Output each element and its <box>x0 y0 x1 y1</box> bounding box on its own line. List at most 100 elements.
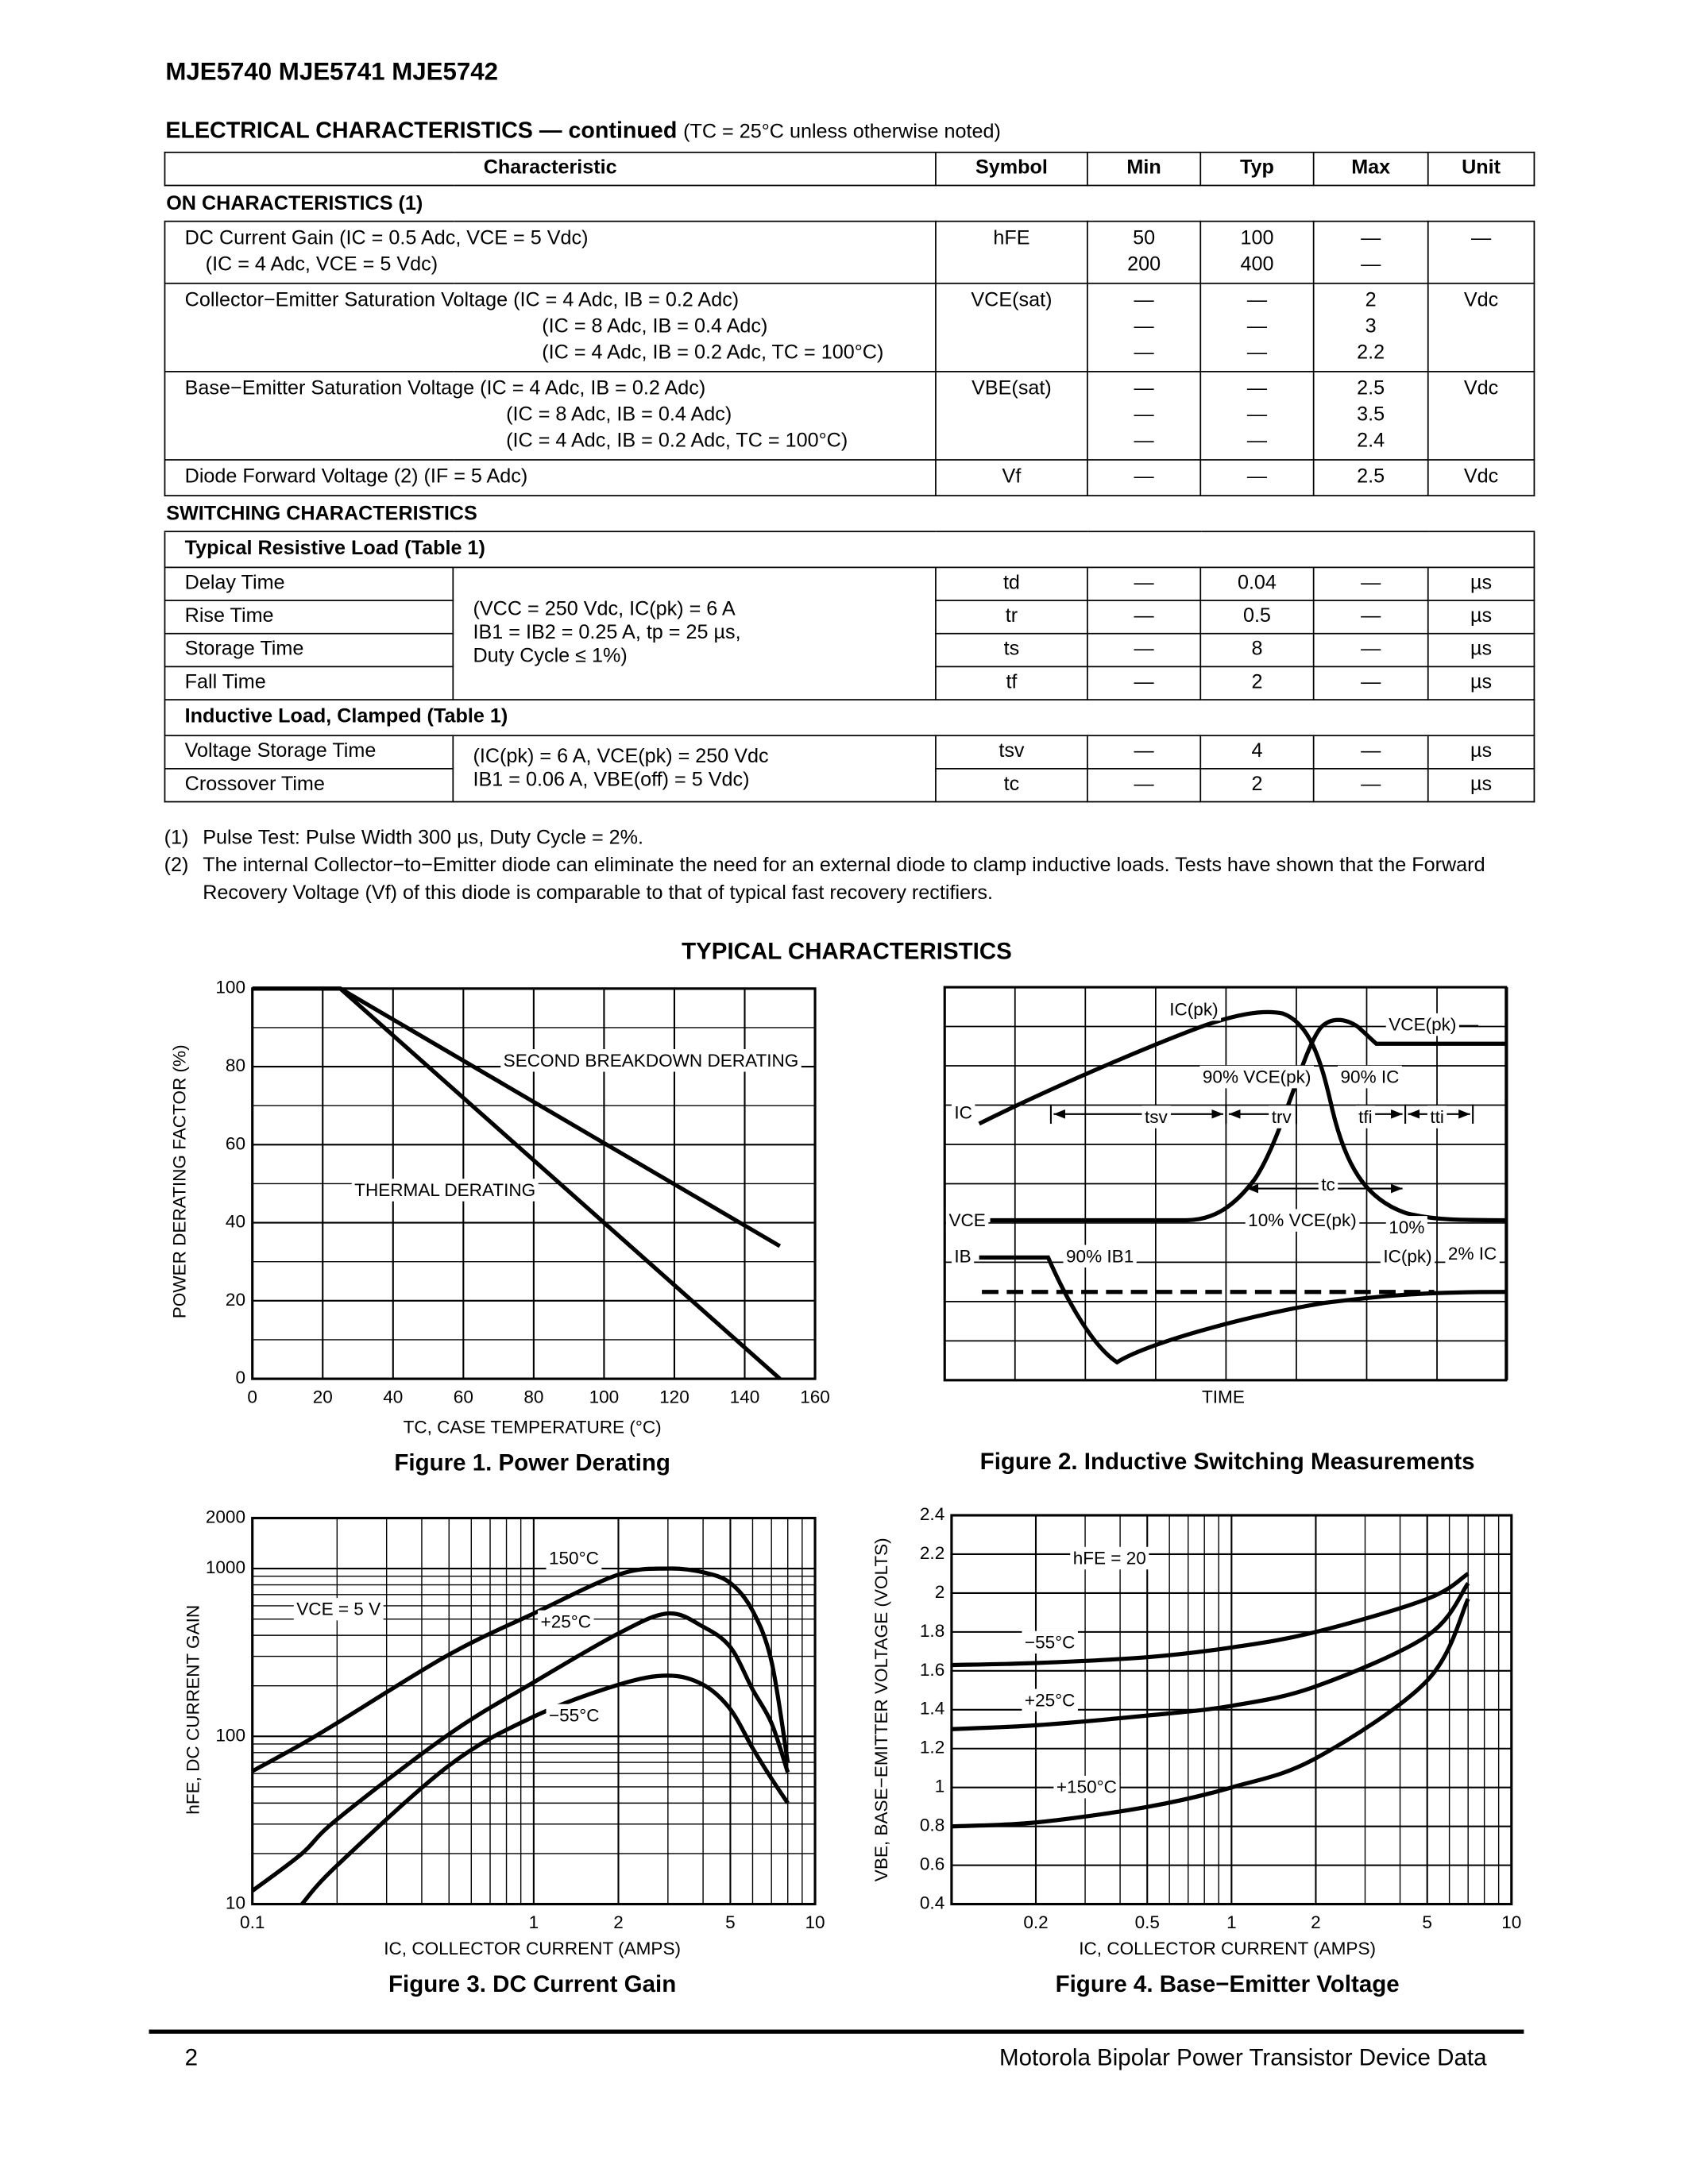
characteristic: Diode Forward Voltage (2) (IF = 5 Adc) <box>164 459 937 496</box>
symbol: VCE(sat) <box>935 282 1088 372</box>
label-background <box>293 1597 384 1621</box>
x-tick-label: 10 <box>805 1912 825 1932</box>
max: 2.5 3.5 2.4 <box>1312 371 1429 461</box>
typ-text: 8 <box>1251 638 1263 661</box>
y-tick-label: 1.6 <box>920 1660 944 1680</box>
diagram-label: 10% VCE(pk) <box>1248 1210 1357 1230</box>
table-row: DC Current Gain (IC = 0.5 Adc, VCE = 5 V… <box>164 220 1535 284</box>
label-background <box>951 1101 975 1125</box>
min: 50 200 <box>1087 220 1202 284</box>
typ-text: 4 <box>1251 740 1263 763</box>
characteristic-text: Delay Time <box>184 572 285 595</box>
switching-diagram: IC(pk) VCE(pk) 90% VCE(pk) 90% IC IC tsv trv tf… <box>943 986 1508 1475</box>
diagram-label: IB <box>954 1246 971 1266</box>
y-tick-label: 0.4 <box>920 1893 944 1913</box>
footer-rule <box>149 2029 1524 2034</box>
plot-frame <box>251 1516 817 1906</box>
symbol-text: VBE(sat) <box>971 377 1052 400</box>
x-axis-label: IC, COLLECTOR CURRENT (AMPS) <box>384 1939 681 1958</box>
min-line: — <box>1134 377 1154 400</box>
chart: 0 20 40 60 80 100 120 140 160 0 20 40 60 80 100 SECOND … <box>169 978 829 1476</box>
characteristic: Storage Time <box>164 632 454 668</box>
max-line: 2.5 <box>1357 465 1385 488</box>
series-line <box>951 1572 1470 1668</box>
symbol: tsv <box>935 735 1088 770</box>
max-text: — <box>1361 638 1381 661</box>
series-label: +25°C <box>1025 1690 1076 1710</box>
y-tick-label: 2.2 <box>920 1543 944 1563</box>
label-background <box>1199 1065 1314 1089</box>
series-label: SECOND BREAKDOWN DERATING <box>504 1051 799 1071</box>
y-tick-label: 2 <box>935 1582 945 1602</box>
min-line: — <box>1134 289 1154 312</box>
table-body: Characteristic Symbol Min Typ Max Unit ON CHAR… <box>164 151 1535 803</box>
series-line <box>951 1582 1470 1731</box>
symbol: tc <box>935 768 1088 803</box>
y-tick-label: 1.4 <box>920 1699 944 1719</box>
footer-text: Motorola Bipolar Power Transistor Device… <box>999 2044 1487 2071</box>
test-condition-line: Duty Cycle ≤ 1%) <box>473 645 628 668</box>
unit: Vdc <box>1427 282 1535 372</box>
diagram-label: TIME <box>1202 1387 1245 1406</box>
typ: — <box>1199 459 1315 496</box>
diagram-label: 2% IC <box>1448 1244 1497 1264</box>
characteristic-text: Storage Time <box>184 638 304 661</box>
group-row: SWITCHING CHARACTERISTICS <box>164 495 1535 533</box>
y-axis-label: VBE, BASE−EMITTER VOLTAGE (VOLTS) <box>871 1538 891 1881</box>
footnote: (2) The internal Collector−to−Emitter dio… <box>164 852 1534 907</box>
x-tick-label: 0.1 <box>240 1912 265 1932</box>
label-background <box>546 1704 602 1727</box>
column-header: Unit <box>1427 151 1535 187</box>
ib-waveform <box>979 1255 1506 1365</box>
characteristic: DC Current Gain (IC = 0.5 Adc, VCE = 5 V… <box>164 220 937 284</box>
table-row: Collector−Emitter Saturation Voltage (IC… <box>164 282 1535 372</box>
unit-text: µs <box>1470 605 1493 627</box>
unit: µs <box>1427 666 1535 700</box>
footnote-mark: (1) <box>164 827 189 850</box>
chart: 0.2 0.5 1 2 5 10 0.4 0.6 0.8 1 1.2 1.4 1.6 1.8 2 2.2 2.4… <box>871 1504 1521 1997</box>
table-row: Crossover Time tc — 2 — µs <box>164 768 1535 803</box>
unit-text: µs <box>1470 671 1493 694</box>
label-background <box>1385 1216 1427 1239</box>
max-line: — <box>1361 227 1381 250</box>
subgroup-title: Typical Resistive Load (Table 1) <box>164 531 1535 569</box>
x-tick-label: 140 <box>730 1387 760 1406</box>
table-row: Rise Time tr — 0.5 — µs <box>164 600 1535 635</box>
diagram-label: tti <box>1430 1107 1444 1127</box>
label-background <box>1385 1013 1459 1036</box>
label-background <box>1380 1244 1435 1268</box>
min-text: — <box>1134 572 1154 595</box>
min: — <box>1087 600 1202 635</box>
y-axis-label: POWER DERATING FACTOR (%) <box>169 1044 189 1318</box>
characteristic-line: (IC = 4 Adc, IB = 0.2 Adc, TC = 100°C) <box>506 430 848 453</box>
diagram-label: tsv <box>1145 1107 1168 1127</box>
min: — <box>1087 666 1202 700</box>
column-header: Characteristic <box>164 151 937 187</box>
symbol-text: tf <box>1006 671 1018 694</box>
figure-caption: Figure 3. DC Current Gain <box>388 1971 676 1997</box>
group-row: ON CHARACTERISTICS (1) <box>164 184 1535 222</box>
x-tick-label: 5 <box>1422 1912 1432 1932</box>
unit-text: µs <box>1470 638 1493 661</box>
label-background <box>1269 1106 1295 1129</box>
y-tick-label: 1.2 <box>920 1738 944 1758</box>
symbol-text: Vf <box>1002 465 1022 488</box>
diagram-label: tfi <box>1358 1107 1373 1127</box>
x-tick-label: 1 <box>529 1912 539 1932</box>
label-background <box>1427 1106 1447 1129</box>
max: 2.5 <box>1312 459 1429 496</box>
min-text: — <box>1134 773 1154 796</box>
label-background <box>1318 1173 1338 1196</box>
series-line <box>252 986 782 1381</box>
typ: 0.5 <box>1199 600 1315 635</box>
unit: — <box>1427 220 1535 284</box>
symbol: ts <box>935 632 1088 668</box>
x-tick-label: 2 <box>1311 1912 1321 1932</box>
min-line: — <box>1134 430 1154 453</box>
max-text: — <box>1361 773 1381 796</box>
label-background <box>951 1244 975 1268</box>
unit: µs <box>1427 632 1535 668</box>
ic-waveform <box>978 1009 1506 1223</box>
